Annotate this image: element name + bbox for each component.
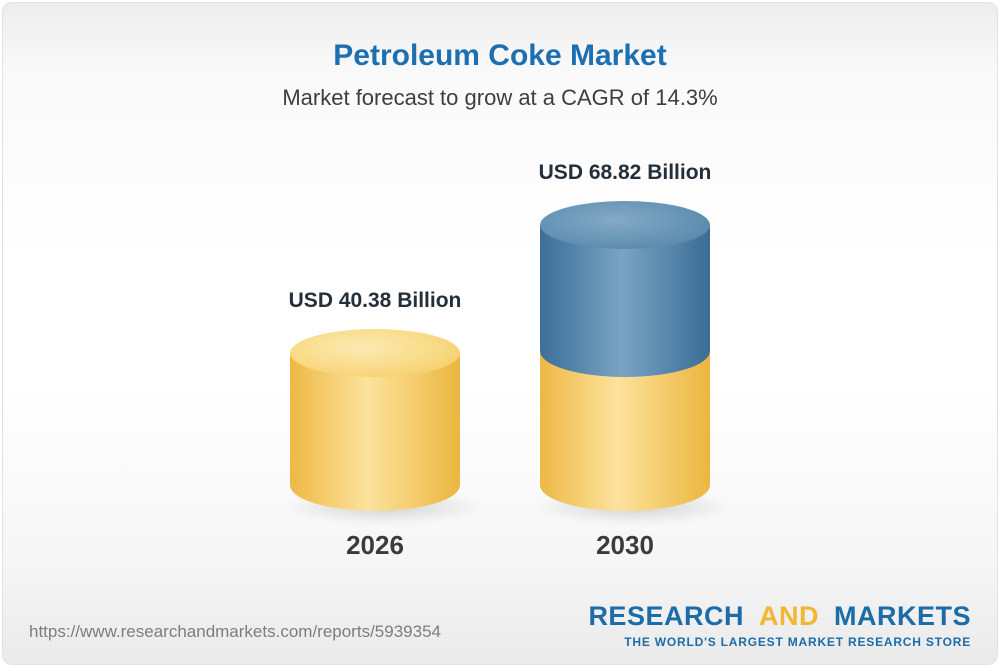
cylinder-2026-body: [290, 353, 460, 511]
cylinder-2026: [284, 329, 484, 524]
cylinder-2030-top: [540, 201, 710, 249]
bar-group-2030: USD 68.82 Billion 2030: [534, 161, 734, 560]
value-label-2030: USD 68.82 Billion: [538, 161, 712, 184]
logo-wordmark: RESEARCH AND MARKETS: [588, 601, 971, 632]
logo-word-research: RESEARCH: [588, 601, 744, 631]
bar-group-2026: USD 40.38 Billion 2026: [284, 289, 484, 560]
chart-subtitle: Market forecast to grow at a CAGR of 14.…: [282, 85, 718, 110]
chart-area: USD 40.38 Billion 2026 USD 68.82 Billion…: [3, 161, 997, 559]
footer: https://www.researchandmarkets.com/repor…: [3, 586, 997, 664]
cylinder-2030: [534, 201, 734, 524]
value-label-2026: USD 40.38 Billion: [288, 289, 462, 312]
year-label-2026: 2026: [346, 530, 404, 560]
cylinder-2030-base-segment: [540, 353, 710, 511]
research-and-markets-logo: RESEARCH AND MARKETS THE WORLD'S LARGEST…: [588, 601, 971, 649]
chart-title: Petroleum Coke Market: [333, 39, 667, 72]
cylinder-2030-growth-segment: [540, 225, 710, 377]
header: Petroleum Coke Market Market forecast to…: [3, 3, 997, 111]
report-url: https://www.researchandmarkets.com/repor…: [29, 622, 441, 641]
logo-tagline: THE WORLD'S LARGEST MARKET RESEARCH STOR…: [624, 635, 971, 649]
logo-word-markets: MARKETS: [834, 601, 971, 631]
year-label-2030: 2030: [596, 530, 654, 560]
cylinder-2026-top: [290, 329, 460, 377]
logo-word-and: AND: [758, 601, 819, 631]
